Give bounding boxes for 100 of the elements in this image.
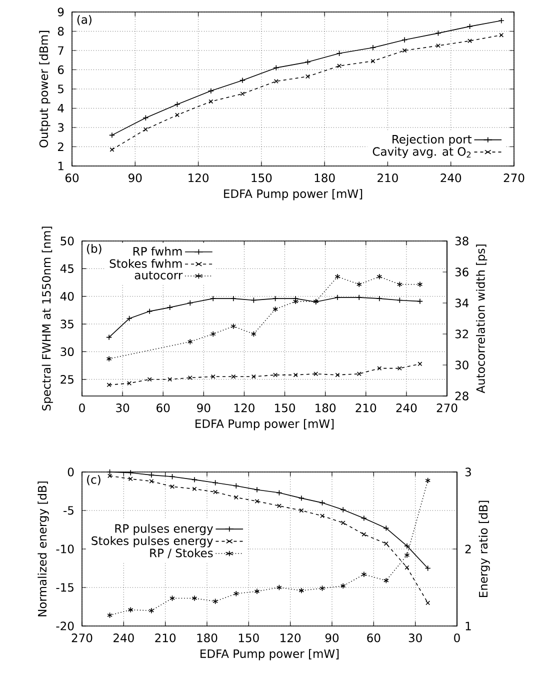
legend-label: autocorr xyxy=(134,271,183,280)
y-tick-label: 5 xyxy=(58,84,64,94)
point xyxy=(239,77,246,84)
y-tick-label: -10 xyxy=(56,544,74,554)
legend-label: Rejection port xyxy=(392,134,472,146)
point xyxy=(187,338,193,345)
point xyxy=(231,374,236,379)
point xyxy=(143,127,148,132)
point xyxy=(240,92,245,96)
x-tick-label: 60 xyxy=(156,404,170,412)
point xyxy=(299,508,304,513)
annotation: (a) xyxy=(77,14,92,26)
y-tick-label: -5 xyxy=(64,506,74,515)
point xyxy=(170,595,175,602)
x-tick-label: 210 xyxy=(378,174,398,182)
point xyxy=(417,281,423,288)
x-tick-label: 150 xyxy=(238,634,259,642)
point xyxy=(396,297,403,304)
point xyxy=(468,38,472,44)
point xyxy=(212,598,218,604)
point xyxy=(273,372,278,378)
y-axis-title: Output power [dBm] xyxy=(39,30,50,148)
legend-label: Cavity avg. at O$_{2}$ xyxy=(372,146,471,158)
point xyxy=(169,474,176,480)
x-tick-label: 240 xyxy=(114,634,134,642)
legend-label: Stokes fwhm xyxy=(110,258,182,268)
annotation: (c) xyxy=(87,474,100,486)
point xyxy=(298,588,304,594)
point xyxy=(370,58,376,64)
x-tick-label: 0 xyxy=(454,634,460,642)
y2-axis-title: Energy ratio [dB] xyxy=(478,500,490,597)
x-axis-title: EDFA Pump power [mW] xyxy=(224,189,362,200)
y-tick-label: 4 xyxy=(58,104,64,112)
point xyxy=(254,486,260,493)
x-tick-label: 270 xyxy=(504,174,524,182)
point xyxy=(276,504,282,508)
point xyxy=(340,520,346,526)
x-tick-label: 90 xyxy=(197,404,210,412)
y2-tick-label: 34 xyxy=(455,298,469,308)
x-tick-label: 180 xyxy=(316,404,336,412)
x-tick-label: 270 xyxy=(436,404,458,412)
point xyxy=(340,582,346,589)
point xyxy=(126,315,132,322)
point xyxy=(174,101,180,108)
x-tick-label: 180 xyxy=(197,634,218,642)
point xyxy=(251,330,256,337)
y-tick-label: 2 xyxy=(58,142,64,152)
point xyxy=(499,32,504,38)
y-axis-title: Spectral FWHM at 1550nm [nm] xyxy=(42,226,53,410)
point xyxy=(175,112,180,118)
point xyxy=(376,274,382,280)
legend-label: Stokes pulses energy xyxy=(92,536,213,548)
x-tick-label: 270 xyxy=(72,634,92,642)
y2-tick-label: 1 xyxy=(466,622,471,630)
point xyxy=(107,612,112,618)
point xyxy=(213,490,218,494)
point xyxy=(208,99,214,104)
point xyxy=(276,584,282,590)
point xyxy=(362,532,366,537)
point xyxy=(360,515,367,522)
x-tick-label: 120 xyxy=(280,634,301,642)
point xyxy=(397,281,402,288)
point xyxy=(234,495,238,500)
point xyxy=(147,377,152,382)
x-tick-label: 120 xyxy=(234,404,254,412)
y-tick-label: 45 xyxy=(60,264,74,273)
point xyxy=(293,372,298,378)
point xyxy=(192,486,197,492)
point xyxy=(397,366,402,371)
point xyxy=(168,377,172,382)
annotation: (b) xyxy=(87,244,102,254)
point xyxy=(106,382,112,388)
y-tick-label: 25 xyxy=(60,375,74,384)
point xyxy=(106,356,112,362)
point xyxy=(426,600,430,606)
point xyxy=(384,541,388,546)
x-tick-label: 30 xyxy=(116,404,130,412)
y-axis-title: Normalized energy [dB] xyxy=(38,482,49,616)
x-tick-label: 150 xyxy=(275,404,295,412)
legend-label: RP / Stokes xyxy=(150,548,213,558)
y-tick-label: 6 xyxy=(58,65,64,74)
point xyxy=(384,578,389,584)
y-tick-label: 3 xyxy=(58,123,64,132)
point xyxy=(418,362,422,366)
point xyxy=(128,606,134,613)
x-tick-label: 60 xyxy=(367,634,380,642)
point xyxy=(254,499,260,504)
y-tick-label: 9 xyxy=(58,8,64,16)
y2-tick-label: 38 xyxy=(455,236,468,246)
point xyxy=(320,514,325,518)
point xyxy=(127,381,132,386)
point xyxy=(210,374,216,379)
point xyxy=(142,114,149,121)
y2-tick-label: 3 xyxy=(465,468,471,476)
point xyxy=(273,64,280,71)
point xyxy=(149,479,154,484)
x-tick-label: 210 xyxy=(356,404,376,412)
point xyxy=(320,585,325,592)
point xyxy=(272,306,278,312)
y-tick-label: 1 xyxy=(58,162,64,170)
